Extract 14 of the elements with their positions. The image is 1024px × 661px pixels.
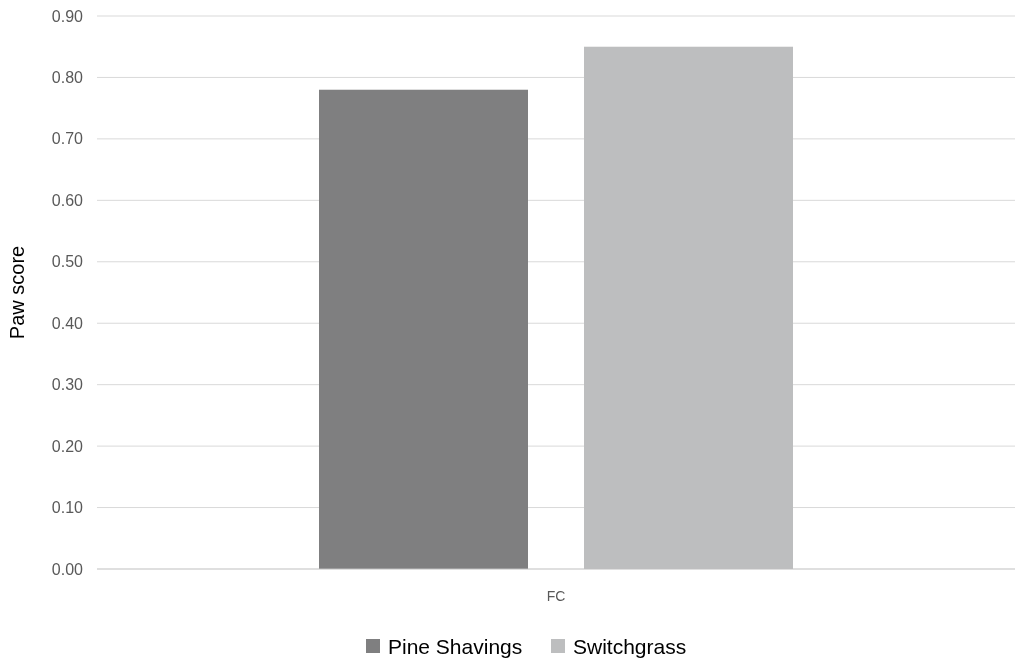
y-tick-label: 0.10: [51, 499, 84, 517]
y-axis-title: Paw score: [6, 245, 28, 340]
y-tick-label: 0.50: [51, 253, 84, 271]
y-tick-label: 0.20: [51, 437, 84, 455]
y-tick-label: 0.30: [51, 376, 84, 394]
legend-label: Pine Shavings: [388, 635, 523, 659]
x-tick-label: FC: [546, 588, 566, 604]
y-tick-label: 0.70: [51, 130, 84, 148]
y-tick-label: 0.00: [51, 560, 84, 578]
y-tick-label: 0.60: [51, 191, 84, 209]
y-tick-label: 0.80: [51, 69, 84, 87]
y-tick-label: 0.40: [51, 314, 84, 332]
legend-label: Switchgrass: [573, 635, 687, 659]
y-tick-label: 0.90: [51, 7, 84, 25]
